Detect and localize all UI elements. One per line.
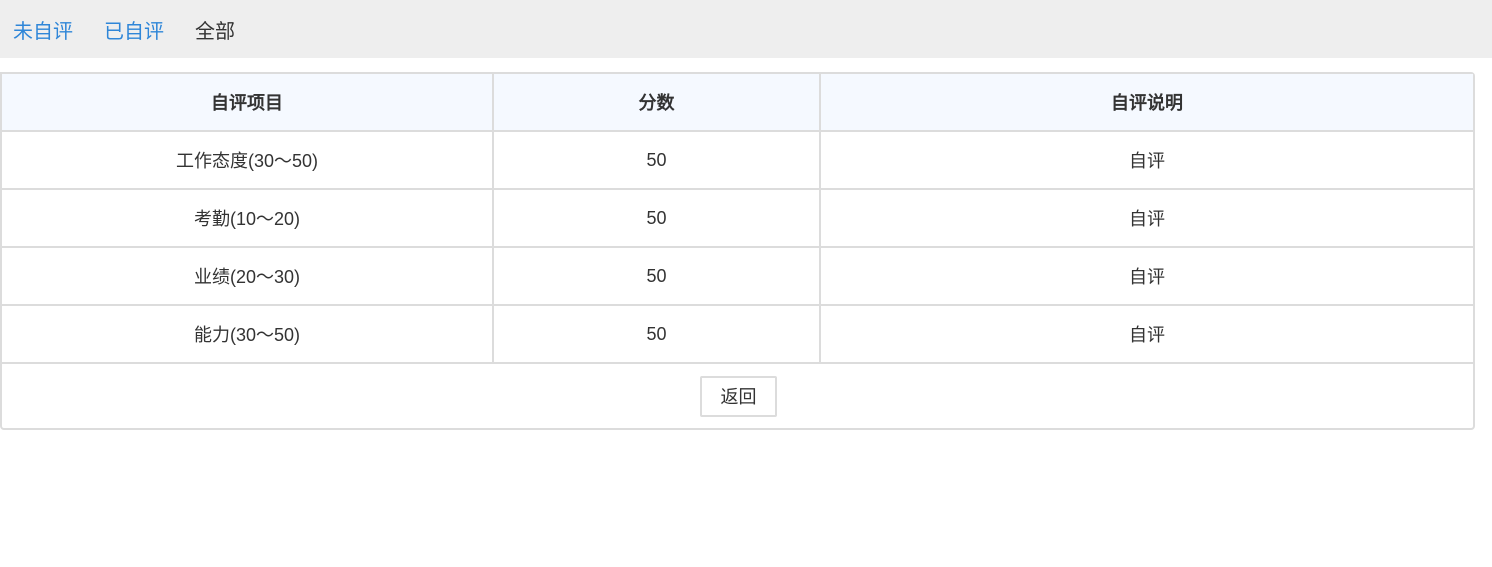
evaluation-panel: 自评项目 分数 自评说明 工作态度(30～50) 50 自评 考勤(10～20)… (0, 72, 1475, 430)
cell-item: 工作态度(30～50) (2, 130, 494, 190)
table-row: 工作态度(30～50) 50 自评 (2, 130, 1473, 190)
cell-description: 自评 (819, 188, 1473, 248)
cell-item: 能力(30～50) (2, 304, 494, 364)
evaluation-table: 自评项目 分数 自评说明 工作态度(30～50) 50 自评 考勤(10～20)… (2, 74, 1473, 364)
filter-tabs: 未自评 已自评 全部 (0, 0, 1492, 58)
header-item: 自评项目 (2, 74, 494, 132)
cell-description: 自评 (819, 304, 1473, 364)
cell-description: 自评 (819, 246, 1473, 306)
tab-all[interactable]: 全部 (195, 20, 235, 43)
back-button[interactable]: 返回 (700, 375, 777, 417)
cell-score: 50 (492, 246, 821, 306)
cell-score: 50 (492, 188, 821, 248)
cell-score: 50 (492, 130, 821, 190)
cell-description: 自评 (819, 130, 1473, 190)
tab-evaluated[interactable]: 已自评 (104, 20, 164, 43)
cell-item: 考勤(10～20) (2, 188, 494, 248)
table-row: 能力(30～50) 50 自评 (2, 304, 1473, 364)
table-row: 考勤(10～20) 50 自评 (2, 188, 1473, 248)
cell-score: 50 (492, 304, 821, 364)
tab-not-evaluated[interactable]: 未自评 (13, 20, 73, 43)
table-footer: 返回 (2, 364, 1473, 428)
table-header: 自评项目 分数 自评说明 (2, 74, 1473, 132)
header-description: 自评说明 (819, 74, 1473, 132)
header-score: 分数 (492, 74, 821, 132)
cell-item: 业绩(20～30) (2, 246, 494, 306)
table-row: 业绩(20～30) 50 自评 (2, 246, 1473, 306)
